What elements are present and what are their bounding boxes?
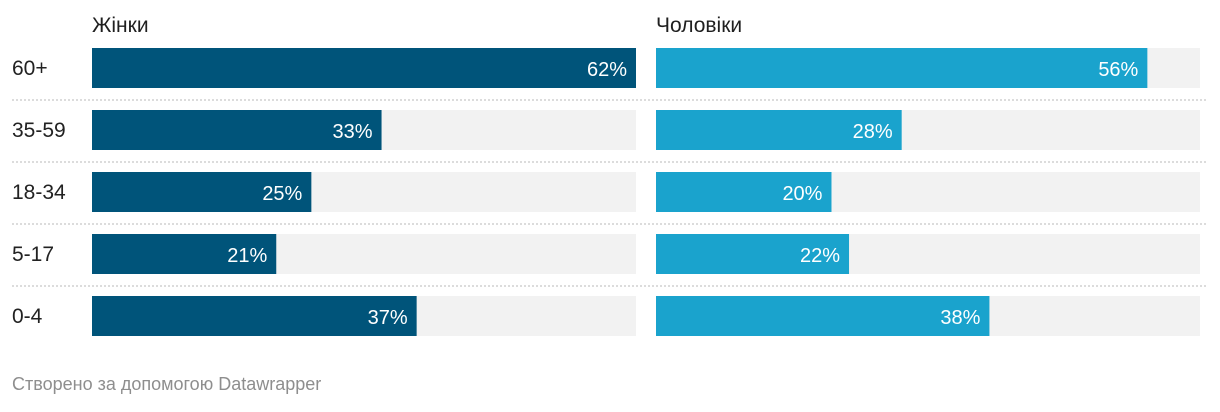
bar	[656, 48, 1148, 88]
value-label: 25%	[262, 183, 302, 205]
category-label: 18-34	[12, 181, 66, 204]
value-label: 62%	[587, 59, 627, 81]
value-label: 22%	[800, 245, 840, 267]
row-4: 0-4 37% 38%	[12, 296, 1200, 336]
bar	[92, 234, 277, 274]
value-label: 20%	[782, 183, 822, 205]
bar	[656, 296, 990, 336]
bar	[92, 48, 636, 88]
bar	[92, 296, 417, 336]
bar	[656, 110, 902, 150]
value-label: 56%	[1098, 59, 1138, 81]
category-label: 60+	[12, 57, 48, 80]
value-label: 21%	[227, 245, 267, 267]
bar	[92, 110, 382, 150]
bar	[656, 172, 832, 212]
value-label: 37%	[368, 307, 408, 329]
row-0: 60+ 62% 56%	[12, 48, 1208, 101]
column-titles: Жінки Чоловіки	[92, 14, 742, 37]
footer-credit: Створено за допомогою Datawrapper	[12, 374, 322, 394]
value-label: 33%	[333, 121, 373, 143]
category-label: 0-4	[12, 305, 43, 328]
series-title-0: Жінки	[92, 14, 149, 37]
category-label: 35-59	[12, 119, 66, 142]
chart-rows: 60+ 62% 56% 35-59 33% 28% 18-34 25% 20% 5-17 21% 22…	[12, 48, 1208, 336]
row-3: 5-17 21% 22%	[12, 234, 1208, 287]
row-2: 18-34 25% 20%	[12, 172, 1208, 225]
row-1: 35-59 33% 28%	[12, 110, 1208, 163]
value-label: 38%	[940, 307, 980, 329]
series-title-1: Чоловіки	[656, 14, 742, 37]
bar	[92, 172, 312, 212]
chart: Жінки Чоловіки 60+ 62% 56% 35-59 33% 28% 18-34 2…	[12, 14, 1208, 336]
category-label: 5-17	[12, 243, 54, 266]
value-label: 28%	[853, 121, 893, 143]
bar	[656, 234, 850, 274]
